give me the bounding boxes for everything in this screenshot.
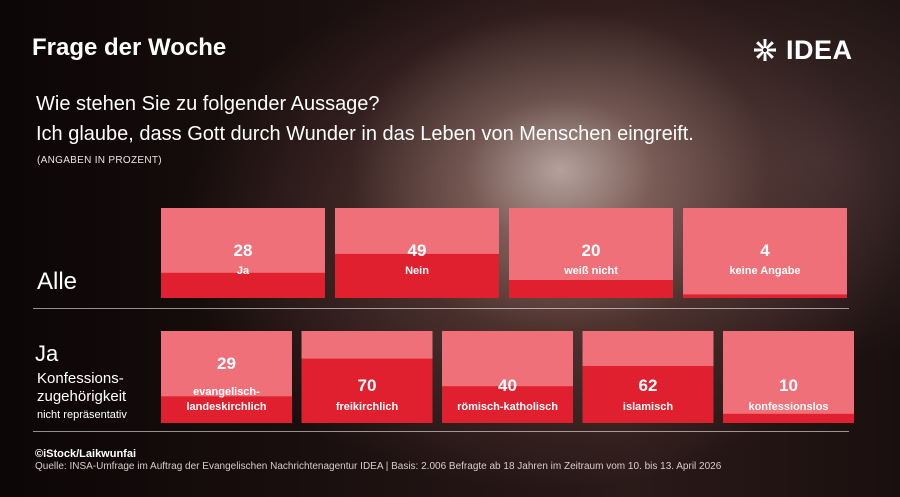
category-label: islamisch [623, 401, 673, 413]
logo-text: IDEA [786, 34, 853, 65]
bar-group: 10 konfessionslos [723, 331, 854, 423]
bar-group: 28 Ja [161, 208, 325, 298]
row-label-ja-subtitle-1: Konfessions- [37, 370, 124, 387]
data-label: 62 [639, 376, 658, 395]
row-divider [33, 431, 849, 432]
row-label-ja-subtitle-2: zugehörigkeit [37, 388, 127, 405]
category-label: weiß nicht [563, 265, 618, 277]
bar-background [683, 208, 847, 298]
bar [442, 386, 573, 423]
idea-logo-icon [754, 39, 776, 61]
bar-group: 20 weiß nicht [509, 208, 673, 298]
data-label: 49 [408, 241, 427, 260]
bar-group: 49 Nein [335, 208, 499, 298]
question-line-2: Ich glaube, dass Gott durch Wunder in da… [36, 123, 694, 145]
row-label-ja: Ja [35, 341, 59, 366]
bar [161, 272, 325, 298]
bar [335, 253, 499, 298]
category-label: freikirchlich [336, 401, 399, 413]
category-label: keine Angabe [729, 265, 800, 277]
bar [582, 365, 714, 423]
data-label: 70 [358, 376, 377, 395]
row-divider [33, 308, 849, 309]
bar-group: 29 evangelisch-landeskirchlich [161, 331, 292, 423]
bar [301, 358, 433, 423]
question-line-1: Wie stehen Sie zu folgender Aussage? [36, 93, 380, 115]
page-title: Frage der Woche [32, 34, 227, 61]
data-label: 20 [582, 241, 601, 260]
bar [683, 294, 847, 298]
bar-group: 62 islamisch [582, 331, 714, 423]
category-label: landeskirchlich [186, 401, 266, 413]
category-label: römisch-katholisch [457, 401, 558, 413]
category-label: Ja [237, 265, 250, 277]
bar-group: 70 freikirchlich [301, 331, 433, 423]
category-label: evangelisch- [193, 386, 260, 398]
bar [161, 396, 292, 423]
idea-logo: IDEA [752, 34, 853, 65]
row-label-ja-note: nicht repräsentativ [37, 409, 127, 421]
data-label: 4 [760, 241, 770, 260]
data-label: 10 [779, 376, 798, 395]
category-label: Nein [405, 265, 429, 277]
source-note: Quelle: INSA-Umfrage im Auftrag der Evan… [35, 461, 722, 472]
bar [509, 280, 673, 298]
photo-credit: ©iStock/Laikwunfai [35, 448, 137, 460]
data-label: 40 [498, 376, 517, 395]
bar-background [723, 331, 854, 423]
unit-note: (ANGABEN IN PROZENT) [37, 155, 162, 166]
data-label: 28 [234, 241, 253, 260]
bar [723, 413, 854, 423]
bar-group: 4 keine Angabe [683, 208, 847, 298]
bar-group: 40 römisch-katholisch [442, 331, 573, 423]
category-label: konfessionslos [748, 401, 828, 413]
data-label: 29 [217, 354, 236, 373]
row-label-alle: Alle [37, 268, 78, 295]
